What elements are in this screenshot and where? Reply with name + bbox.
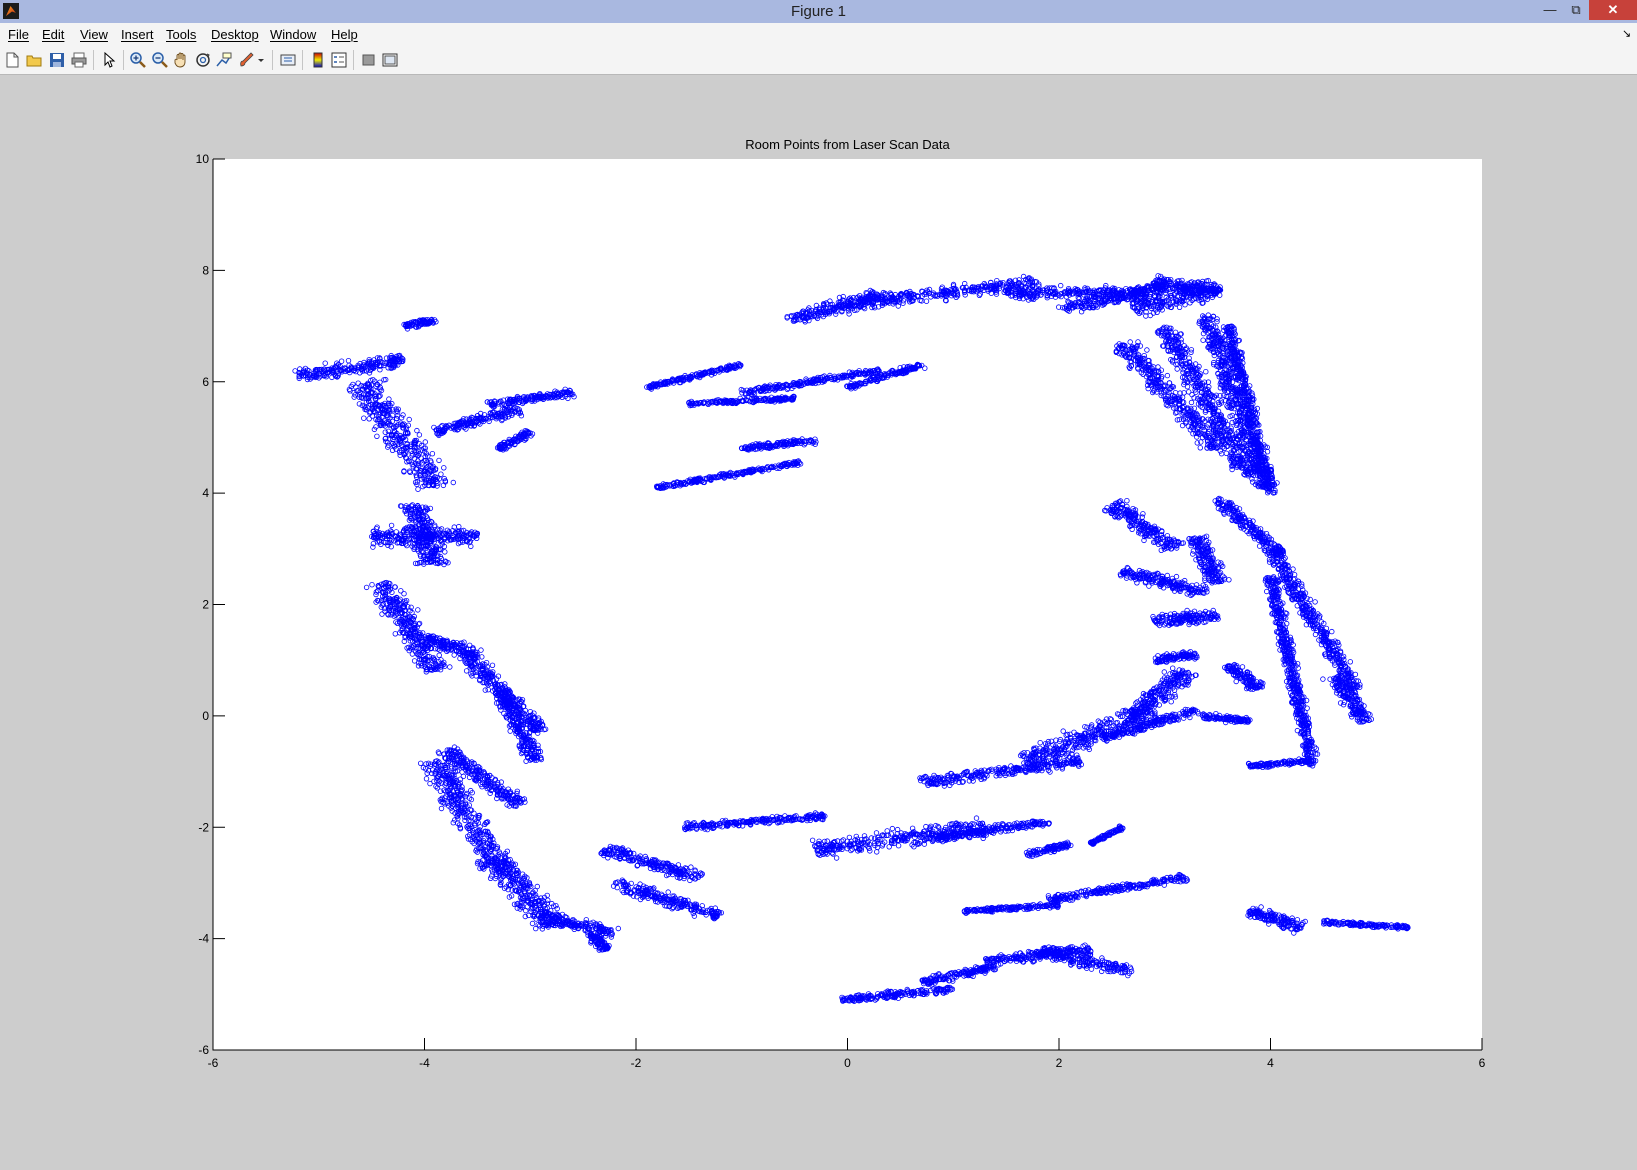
menu-help[interactable]: Help bbox=[331, 27, 358, 42]
toolbar-separator bbox=[123, 50, 124, 70]
scan-point bbox=[392, 358, 398, 365]
scan-point bbox=[355, 362, 361, 369]
scan-point bbox=[377, 356, 383, 362]
scan-point bbox=[356, 394, 362, 400]
menu-bar: File Edit View Insert Tools Desktop Wind… bbox=[0, 23, 1637, 46]
scan-point bbox=[314, 367, 320, 373]
scan-point bbox=[389, 362, 395, 368]
toolbar-separator bbox=[302, 50, 303, 70]
scan-point bbox=[366, 357, 372, 363]
save-icon[interactable] bbox=[48, 51, 66, 69]
scan-point bbox=[369, 364, 376, 370]
menu-file[interactable]: File bbox=[8, 27, 29, 42]
pan-hand-icon[interactable] bbox=[172, 51, 190, 69]
link-plot-icon[interactable] bbox=[279, 51, 297, 69]
scan-point bbox=[399, 358, 406, 364]
zoom-out-icon[interactable] bbox=[151, 51, 169, 69]
menu-edit[interactable]: Edit bbox=[42, 27, 65, 42]
menu-desktop[interactable]: Desktop bbox=[211, 27, 259, 42]
show-plot-tools-icon[interactable] bbox=[381, 51, 399, 69]
scan-point bbox=[335, 373, 341, 379]
matlab-logo-icon bbox=[3, 3, 19, 19]
scan-point bbox=[377, 367, 383, 373]
scatter-points bbox=[292, 273, 1411, 1004]
dock-figure-icon[interactable]: ↘ bbox=[1622, 28, 1632, 40]
scan-point bbox=[450, 479, 456, 486]
scan-point bbox=[306, 368, 312, 374]
hide-plot-tools-icon[interactable] bbox=[360, 51, 378, 69]
menu-insert[interactable]: Insert bbox=[121, 27, 154, 42]
scan-point bbox=[373, 361, 380, 367]
scan-point bbox=[374, 433, 380, 439]
toolbar-separator bbox=[272, 50, 273, 70]
brush-icon[interactable] bbox=[238, 51, 256, 69]
scan-point bbox=[331, 368, 337, 374]
chart-title: Room Points from Laser Scan Data bbox=[745, 137, 950, 152]
scan-point bbox=[321, 373, 327, 379]
scan-point bbox=[300, 373, 306, 379]
minimize-button[interactable]: — bbox=[1543, 2, 1557, 17]
scan-point bbox=[300, 370, 307, 376]
scan-point bbox=[292, 368, 298, 374]
print-icon[interactable] bbox=[70, 51, 88, 69]
toolbar-separator bbox=[93, 50, 94, 70]
scan-point bbox=[302, 365, 309, 372]
window-title: Figure 1 bbox=[790, 3, 847, 20]
scan-point bbox=[388, 355, 395, 361]
scan-point bbox=[342, 365, 348, 371]
window-title-bar: Figure 1 — ⧉ ✕ bbox=[0, 0, 1637, 23]
scan-point bbox=[381, 377, 387, 383]
scan-point bbox=[345, 358, 352, 364]
scan-point bbox=[331, 365, 337, 372]
scan-point bbox=[416, 432, 423, 438]
scan-point bbox=[322, 360, 328, 366]
colorbar-icon[interactable] bbox=[309, 51, 327, 69]
scan-point bbox=[337, 366, 343, 373]
figure-toolbar bbox=[0, 46, 1637, 75]
scan-point bbox=[382, 429, 388, 435]
scan-point bbox=[429, 451, 436, 457]
scan-point bbox=[366, 370, 373, 376]
toolbar-separator bbox=[353, 50, 354, 70]
scan-point bbox=[306, 371, 312, 378]
legend-icon[interactable] bbox=[330, 51, 348, 69]
scan-point bbox=[316, 375, 322, 381]
pointer-icon[interactable] bbox=[100, 51, 118, 69]
restore-button[interactable]: ⧉ bbox=[1571, 2, 1581, 17]
scan-point bbox=[311, 372, 317, 379]
scan-point bbox=[385, 365, 391, 371]
scan-point bbox=[406, 416, 412, 423]
scatter-plot: Room Points from Laser Scan Data -6 -4 -2 0… bbox=[196, 137, 1486, 1070]
scan-point bbox=[342, 368, 349, 375]
data-cursor-icon[interactable] bbox=[215, 51, 233, 69]
brush-dropdown-icon[interactable] bbox=[256, 51, 266, 69]
scan-point bbox=[359, 366, 365, 373]
open-file-icon[interactable] bbox=[25, 51, 43, 69]
scan-point bbox=[316, 366, 323, 373]
close-button[interactable]: ✕ bbox=[1589, 0, 1637, 20]
scan-point bbox=[380, 359, 386, 366]
scan-point bbox=[323, 374, 329, 380]
scan-point bbox=[332, 365, 338, 371]
scan-point bbox=[392, 362, 399, 368]
scan-point bbox=[351, 367, 357, 373]
scan-point bbox=[338, 358, 345, 364]
menu-window[interactable]: Window bbox=[270, 27, 317, 42]
scan-point bbox=[296, 375, 302, 382]
menu-tools[interactable]: Tools bbox=[166, 27, 197, 42]
menu-view[interactable]: View bbox=[80, 27, 108, 42]
scan-point bbox=[413, 474, 420, 480]
rotate-3d-icon[interactable] bbox=[194, 51, 212, 69]
scan-point bbox=[312, 369, 319, 375]
scan-point bbox=[415, 486, 421, 492]
new-figure-icon[interactable] bbox=[3, 51, 21, 69]
zoom-in-icon[interactable] bbox=[129, 51, 147, 69]
scan-point bbox=[334, 374, 340, 380]
